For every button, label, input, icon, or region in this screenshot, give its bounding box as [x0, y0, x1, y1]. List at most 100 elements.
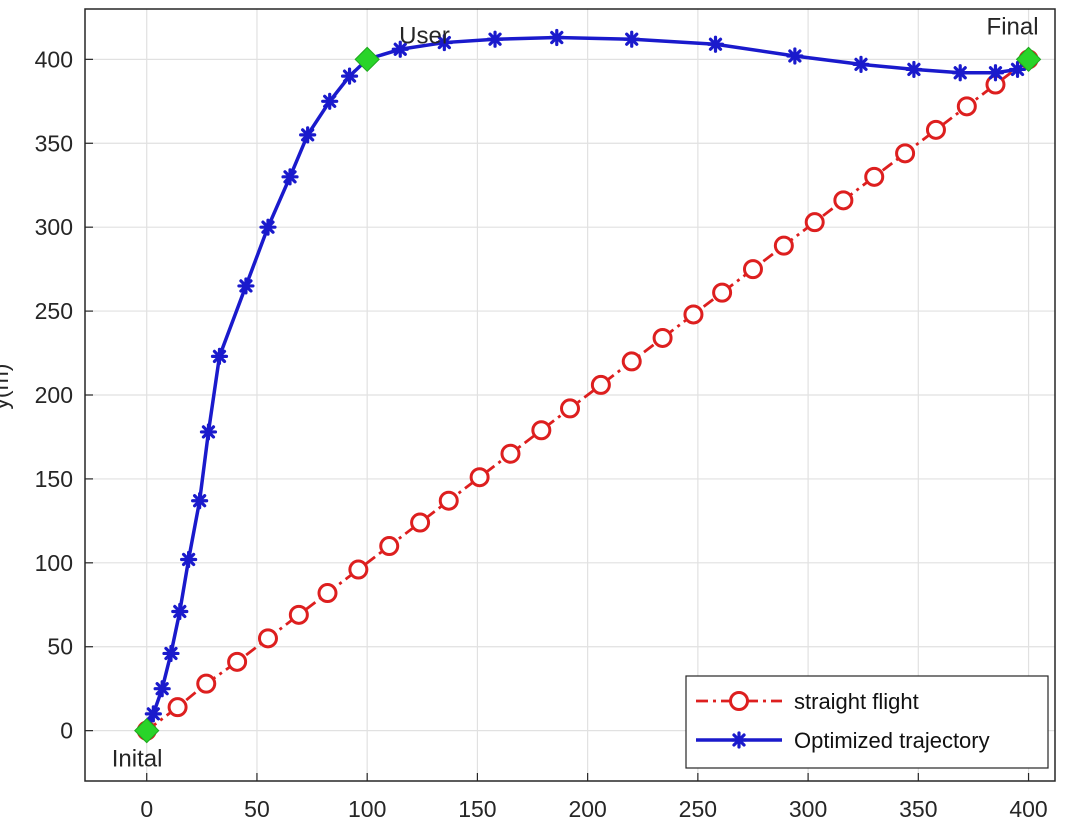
star-core	[712, 40, 719, 48]
star-core	[553, 34, 561, 42]
x-tick-label: 250	[679, 796, 717, 822]
star-marker	[144, 705, 162, 723]
star-marker	[391, 40, 409, 58]
star-core	[491, 35, 499, 43]
star-marker	[299, 126, 317, 144]
star-marker	[281, 168, 299, 186]
circle-marker	[864, 166, 885, 187]
legend-label: Optimized trajectory	[794, 728, 990, 753]
x-tick-label: 200	[568, 796, 606, 822]
data-series	[136, 28, 1039, 741]
key-point-marker	[134, 717, 160, 744]
x-tick-label: 350	[899, 796, 937, 822]
y-tick-label: 250	[35, 298, 73, 324]
star-core	[215, 352, 223, 360]
legend-box	[685, 675, 1049, 769]
star-marker	[237, 277, 255, 295]
star-marker	[986, 64, 1005, 82]
y-tick-label: 200	[35, 382, 73, 408]
circle-marker	[438, 490, 459, 511]
star-core	[185, 555, 193, 563]
legend-entry: Optimized trajectory	[696, 728, 990, 753]
key-points: Inital User Final	[112, 13, 1042, 773]
key-point-label: Inital	[112, 746, 163, 773]
circle-marker	[804, 212, 825, 233]
star-marker	[1008, 60, 1027, 79]
circle-marker	[196, 673, 217, 694]
star-marker	[210, 347, 229, 365]
y-tick-label: 50	[47, 634, 73, 660]
circle-marker	[379, 536, 400, 557]
circle-marker	[833, 190, 854, 211]
star-core	[242, 282, 250, 290]
star-core	[991, 69, 999, 77]
star-core	[158, 685, 166, 693]
star-core	[628, 35, 636, 43]
star-marker	[852, 55, 870, 73]
series-optimized-trajectory	[138, 28, 1038, 740]
star-core	[326, 97, 334, 105]
star-marker	[162, 644, 180, 663]
star-marker	[486, 30, 504, 48]
circle-marker	[469, 467, 490, 488]
star-core	[196, 497, 204, 505]
circle-marker	[895, 143, 916, 164]
circle-marker	[560, 398, 580, 419]
grid-lines	[85, 9, 1055, 781]
x-tick-label: 150	[458, 796, 496, 822]
star-core	[791, 52, 799, 60]
star-marker	[548, 28, 566, 47]
star-marker	[180, 550, 198, 569]
y-tick-label: 100	[35, 550, 73, 576]
star-core	[440, 39, 448, 47]
y-tick-label: 350	[35, 130, 73, 156]
circle-marker	[288, 604, 309, 625]
y-tick-label: 300	[35, 214, 73, 240]
circle-marker	[167, 697, 188, 718]
circle-marker	[531, 420, 552, 441]
star-marker	[786, 47, 804, 65]
x-tick-label: 300	[789, 796, 827, 822]
series-straight-flight	[136, 49, 1039, 741]
circle-marker	[712, 282, 733, 303]
circle-marker	[410, 512, 431, 533]
star-core	[1014, 65, 1022, 73]
circle-marker	[652, 327, 673, 348]
legend-entry: straight flight	[696, 689, 919, 714]
star-marker	[171, 602, 189, 621]
star-core	[286, 173, 294, 181]
star-core	[149, 710, 157, 718]
circle-marker	[773, 235, 794, 256]
star-marker	[153, 680, 171, 698]
y-axis-label: y(m)	[0, 364, 13, 410]
star-marker	[951, 64, 969, 82]
star-core	[346, 72, 354, 80]
circle-marker	[348, 559, 369, 580]
star-core	[956, 69, 964, 77]
star-marker	[730, 731, 748, 749]
star-core	[176, 607, 184, 615]
star-marker	[623, 30, 641, 48]
star-core	[264, 223, 272, 231]
circle-marker	[590, 374, 611, 395]
star-marker	[199, 423, 218, 441]
tick-labels: 0 50 100 150 200 250 300 350 400 0 50 100 150 200 250 3…	[0, 46, 1048, 822]
circle-marker	[683, 304, 704, 325]
circle-marker	[729, 691, 749, 711]
legend: straight flight Optimized trajectory	[685, 675, 1049, 769]
circle-marker	[227, 651, 248, 672]
circle-marker	[621, 351, 642, 372]
star-marker	[905, 60, 923, 79]
star-core	[304, 131, 312, 139]
x-tick-label: 0	[140, 796, 153, 822]
star-core	[396, 45, 404, 53]
star-marker	[191, 492, 209, 510]
circle-marker	[257, 628, 278, 649]
circle-marker	[925, 119, 946, 140]
y-tick-label: 0	[60, 718, 73, 744]
key-point-label: User	[399, 22, 450, 49]
star-core	[857, 60, 865, 68]
y-tick-label: 400	[35, 46, 73, 72]
star-core	[167, 649, 175, 657]
